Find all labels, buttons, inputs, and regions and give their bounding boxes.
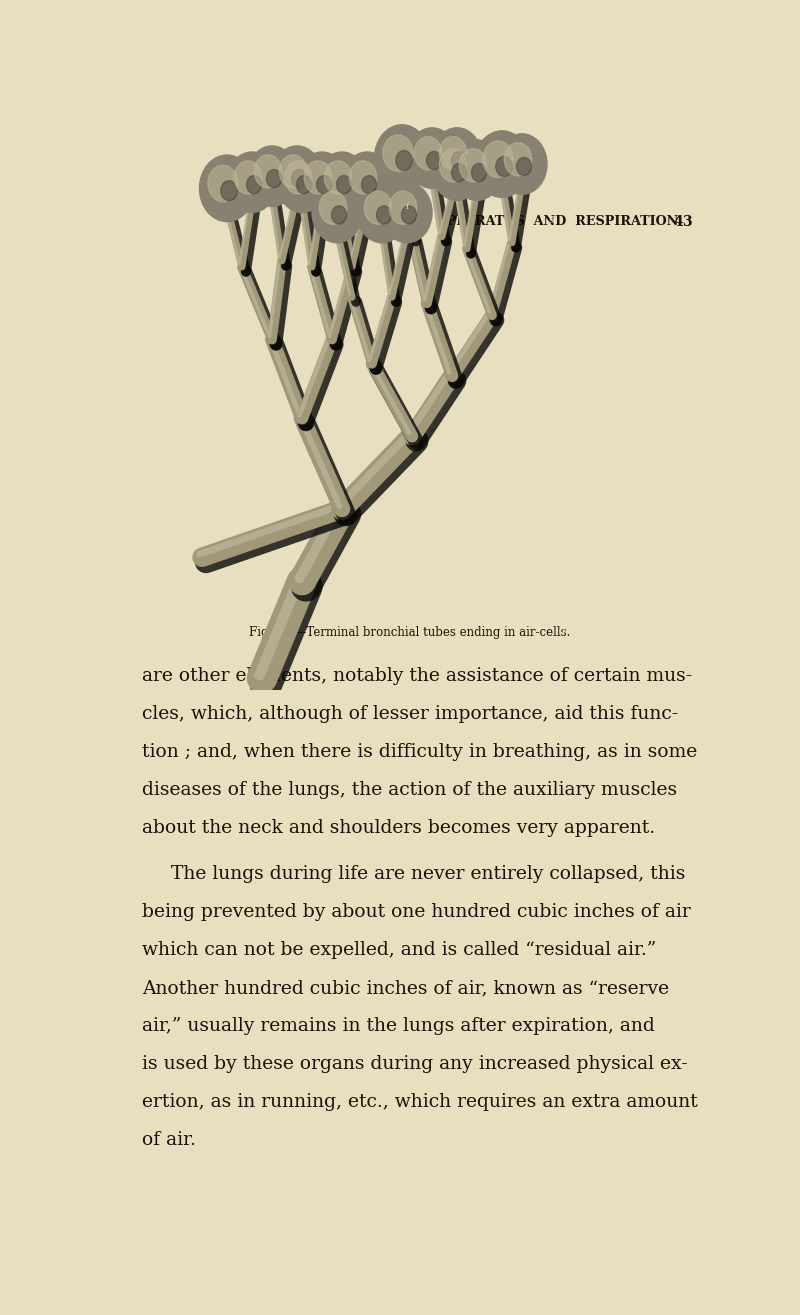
Circle shape: [254, 155, 282, 188]
Circle shape: [414, 137, 442, 170]
Text: i: i: [406, 203, 409, 210]
Circle shape: [234, 160, 262, 195]
Text: air,” usually remains in the lungs after expiration, and: air,” usually remains in the lungs after…: [142, 1016, 655, 1035]
Text: 43: 43: [674, 216, 693, 229]
Circle shape: [284, 160, 312, 195]
Circle shape: [199, 155, 254, 222]
Circle shape: [377, 206, 391, 224]
Circle shape: [439, 149, 466, 181]
Text: j: j: [370, 275, 374, 284]
Circle shape: [402, 206, 417, 224]
Circle shape: [459, 149, 486, 181]
Text: f: f: [560, 310, 564, 320]
Circle shape: [304, 160, 332, 195]
Circle shape: [474, 130, 530, 197]
Text: $55_1$: $55_1$: [258, 109, 277, 122]
Circle shape: [364, 191, 392, 225]
Circle shape: [331, 206, 346, 224]
Circle shape: [297, 153, 347, 213]
Text: cles, which, although of lesser importance, aid this func-: cles, which, although of lesser importan…: [142, 705, 678, 723]
Text: Fig. 24.—Terminal bronchial tubes ending in air-cells.: Fig. 24.—Terminal bronchial tubes ending…: [250, 626, 570, 639]
Circle shape: [396, 150, 412, 171]
Circle shape: [350, 160, 377, 195]
Circle shape: [277, 153, 327, 213]
Circle shape: [432, 128, 482, 188]
Circle shape: [272, 146, 322, 206]
Circle shape: [407, 128, 457, 188]
Text: RESPIRATORY  APPARATUS  AND  RESPIRATION.: RESPIRATORY APPARATUS AND RESPIRATION.: [323, 216, 682, 227]
Text: e: e: [574, 408, 580, 417]
Text: h: h: [514, 122, 521, 133]
Text: b: b: [389, 589, 395, 598]
Circle shape: [451, 163, 466, 181]
Text: ertion, as in running, etc., which requires an extra amount: ertion, as in running, etc., which requi…: [142, 1093, 698, 1111]
Circle shape: [357, 183, 407, 243]
Circle shape: [452, 139, 502, 200]
Circle shape: [439, 137, 466, 170]
Circle shape: [504, 142, 532, 176]
Text: b: b: [339, 656, 345, 664]
Text: Another hundred cubic inches of air, known as “reserve: Another hundred cubic inches of air, kno…: [142, 978, 670, 997]
Circle shape: [432, 139, 482, 200]
Circle shape: [266, 170, 282, 188]
Circle shape: [221, 180, 238, 201]
Circle shape: [317, 176, 331, 193]
Circle shape: [227, 153, 277, 213]
Text: being prevented by about one hundred cubic inches of air: being prevented by about one hundred cub…: [142, 903, 691, 920]
Circle shape: [383, 135, 413, 171]
Circle shape: [426, 151, 442, 170]
Circle shape: [291, 170, 306, 188]
Text: a: a: [558, 625, 566, 635]
Circle shape: [312, 183, 362, 243]
Circle shape: [497, 134, 547, 195]
Circle shape: [517, 158, 531, 176]
Circle shape: [374, 125, 430, 192]
Circle shape: [382, 183, 432, 243]
Circle shape: [337, 176, 351, 193]
Circle shape: [451, 151, 466, 170]
Circle shape: [324, 160, 352, 195]
Circle shape: [342, 153, 392, 213]
Text: k: k: [209, 274, 215, 284]
Circle shape: [319, 191, 346, 225]
Text: of air.: of air.: [142, 1131, 196, 1149]
Circle shape: [317, 153, 367, 213]
Circle shape: [247, 146, 297, 206]
Circle shape: [496, 156, 512, 176]
Circle shape: [362, 176, 377, 193]
Text: tion ; and, when there is difficulty in breathing, as in some: tion ; and, when there is difficulty in …: [142, 743, 698, 761]
Circle shape: [390, 191, 417, 225]
Circle shape: [483, 141, 513, 178]
Text: d: d: [269, 394, 275, 405]
Text: is used by these organs during any increased physical ex-: is used by these organs during any incre…: [142, 1055, 688, 1073]
Text: c: c: [199, 504, 205, 514]
Circle shape: [279, 155, 306, 188]
Circle shape: [297, 176, 311, 193]
Text: which can not be expelled, and is called “residual air.”: which can not be expelled, and is called…: [142, 942, 657, 959]
Circle shape: [471, 163, 486, 181]
Circle shape: [208, 166, 238, 201]
Text: are other elements, notably the assistance of certain mus-: are other elements, notably the assistan…: [142, 667, 693, 685]
Text: The lungs during life are never entirely collapsed, this: The lungs during life are never entirely…: [171, 865, 686, 884]
Text: about the neck and shoulders becomes very apparent.: about the neck and shoulders becomes ver…: [142, 819, 655, 836]
Circle shape: [246, 176, 262, 193]
Text: diseases of the lungs, the action of the auxiliary muscles: diseases of the lungs, the action of the…: [142, 781, 678, 800]
Text: g: g: [549, 214, 555, 224]
